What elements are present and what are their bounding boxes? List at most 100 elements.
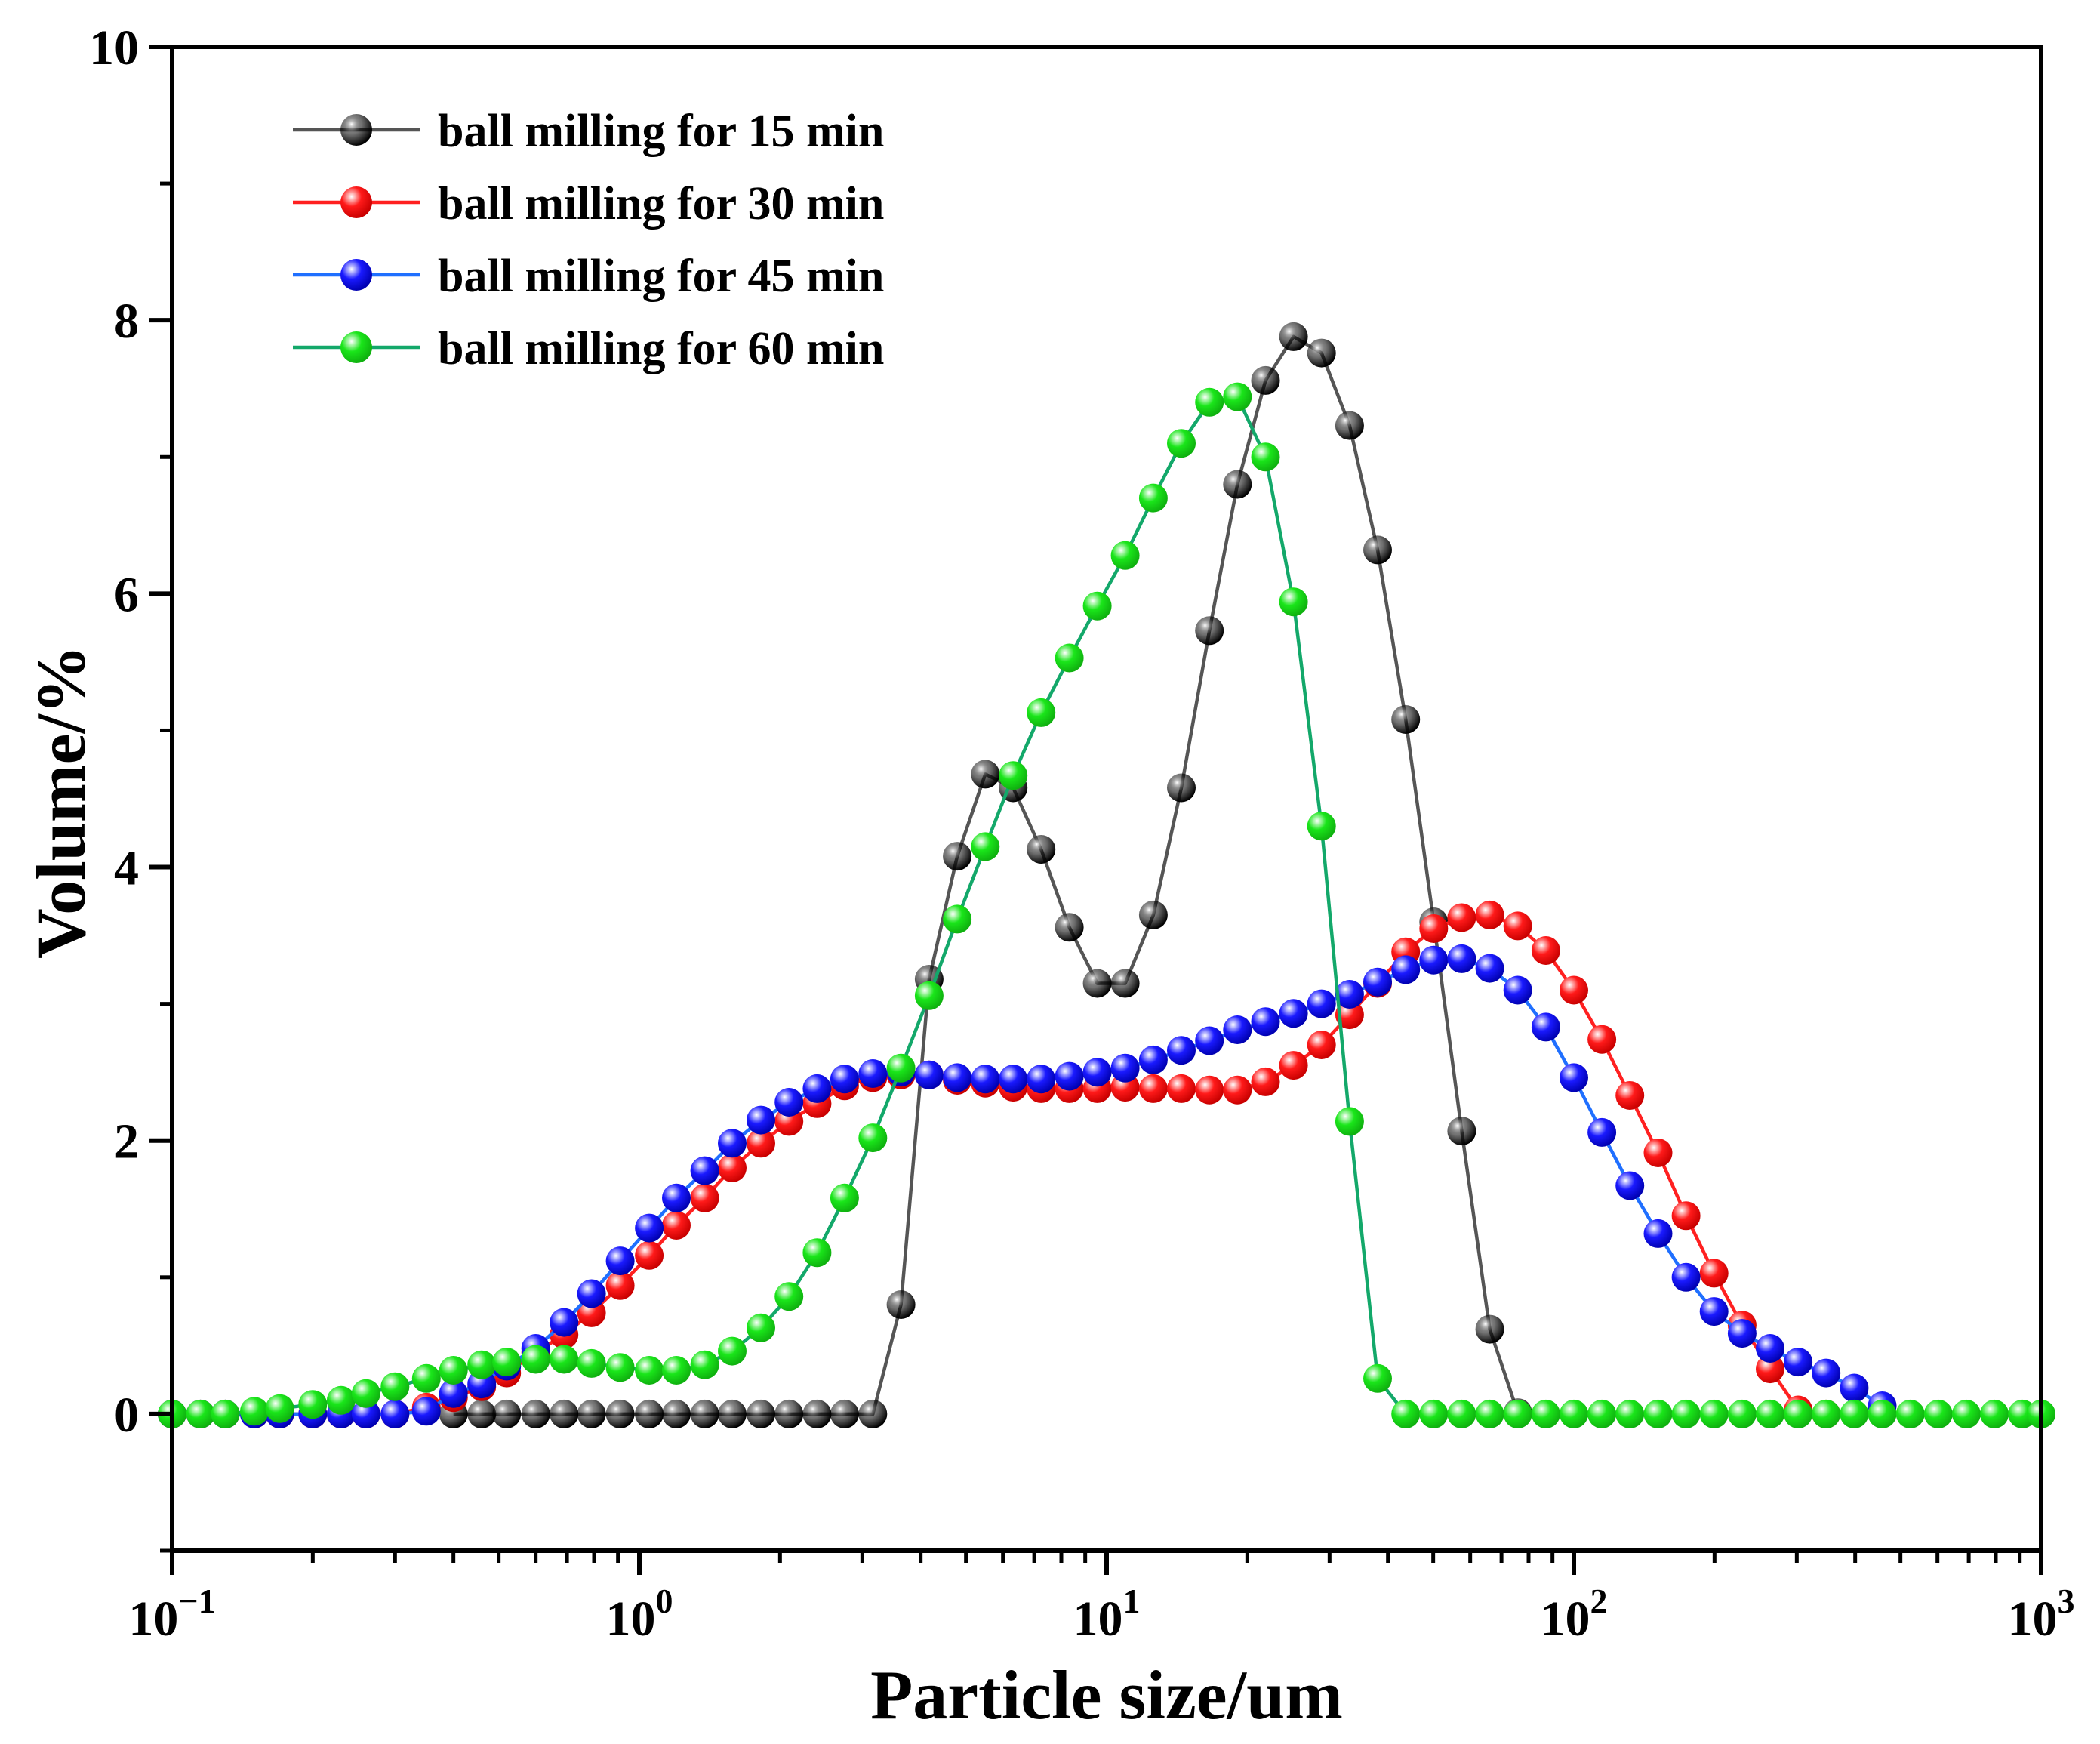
data-point (1279, 1051, 1308, 1080)
series-4 (158, 382, 2055, 1428)
data-point (1363, 1363, 1392, 1393)
data-point (1223, 470, 1252, 499)
data-point (351, 1399, 380, 1428)
data-point (577, 1279, 606, 1308)
data-point (240, 1397, 269, 1426)
legend-marker (340, 114, 372, 146)
data-point (380, 1399, 410, 1428)
data-point (1560, 1399, 1588, 1428)
x-tick-label: 103 (2008, 1582, 2075, 1647)
legend-item-4: ball milling for 60 min (293, 323, 884, 374)
data-point (1587, 1025, 1617, 1054)
data-point (411, 1363, 441, 1393)
data-point (802, 1238, 832, 1268)
data-point (1082, 591, 1112, 621)
data-point (747, 1129, 775, 1158)
data-point (774, 1282, 804, 1311)
data-point (298, 1390, 328, 1419)
data-point (1671, 1262, 1701, 1292)
data-point (1784, 1399, 1813, 1428)
data-point (943, 1063, 972, 1092)
data-point (1167, 429, 1196, 458)
data-point (747, 1399, 775, 1428)
data-point (467, 1350, 497, 1379)
data-point (1195, 1075, 1224, 1105)
data-point (1531, 1012, 1560, 1042)
data-point (1307, 338, 1336, 368)
data-point (1307, 989, 1336, 1018)
data-point (1812, 1358, 1841, 1388)
data-point (1223, 1015, 1252, 1044)
data-point (1223, 382, 1252, 411)
data-point (1391, 705, 1421, 734)
data-point (971, 1065, 1000, 1094)
data-point (1138, 1045, 1168, 1074)
data-point (1110, 541, 1140, 570)
data-point (1643, 1399, 1673, 1428)
y-tick-label: 4 (114, 841, 139, 896)
data-point (1615, 1171, 1645, 1200)
data-point (1027, 698, 1056, 727)
data-point (690, 1156, 719, 1185)
y-tick-label: 2 (114, 1114, 139, 1169)
data-point (521, 1345, 550, 1374)
data-point (1055, 643, 1084, 673)
x-tick-label: 10−1 (128, 1582, 215, 1647)
data-point (1951, 1399, 1981, 1428)
y-tick-label: 6 (114, 567, 139, 622)
data-point (1531, 936, 1560, 965)
data-point (1279, 322, 1308, 351)
x-axis: 10−1 100 101 102 103 (128, 1551, 2075, 1647)
data-point (380, 1372, 410, 1401)
legend-marker (340, 259, 372, 291)
y-tick-label: 10 (89, 20, 139, 75)
data-point (1391, 1399, 1421, 1428)
data-point (1784, 1348, 1813, 1377)
data-point (1419, 1399, 1449, 1428)
data-point (1082, 1058, 1112, 1087)
data-point (662, 1183, 691, 1212)
data-point (971, 832, 1000, 861)
data-point (1391, 955, 1421, 984)
data-point (1756, 1354, 1784, 1384)
data-point (1587, 1399, 1617, 1428)
data-point (1195, 616, 1224, 646)
data-point (1419, 945, 1449, 975)
data-point (1615, 1399, 1645, 1428)
data-point (1756, 1334, 1784, 1363)
legend: ball milling for 15 min ball milling for … (293, 106, 884, 374)
data-point (1110, 1053, 1140, 1083)
y-tick-label: 0 (114, 1388, 139, 1443)
data-point (1812, 1399, 1841, 1428)
data-point (774, 1399, 804, 1428)
data-point (1475, 954, 1504, 983)
legend-label: ball milling for 60 min (438, 323, 884, 374)
legend-marker (340, 186, 372, 218)
data-point (1279, 587, 1308, 617)
data-point (186, 1399, 215, 1428)
series-3 (158, 944, 1897, 1428)
x-tick-label: 100 (606, 1582, 673, 1647)
data-point (1055, 1061, 1084, 1091)
data-point (439, 1356, 468, 1385)
legend-label: ball milling for 45 min (438, 251, 884, 302)
data-point (999, 1065, 1028, 1094)
data-point (718, 1153, 747, 1182)
data-point (718, 1129, 747, 1158)
data-point (1279, 999, 1308, 1028)
data-point (1363, 967, 1392, 997)
data-point (690, 1350, 719, 1379)
data-point (635, 1240, 664, 1270)
data-point (1923, 1399, 1953, 1428)
data-point (326, 1385, 356, 1415)
data-point (1447, 1399, 1476, 1428)
data-point (1167, 773, 1196, 803)
data-point (1335, 1107, 1364, 1136)
data-point (830, 1065, 859, 1094)
data-point (1082, 969, 1112, 998)
data-point (886, 1290, 916, 1319)
data-point (635, 1213, 664, 1243)
legend-label: ball milling for 30 min (438, 178, 884, 230)
data-point (914, 981, 944, 1010)
